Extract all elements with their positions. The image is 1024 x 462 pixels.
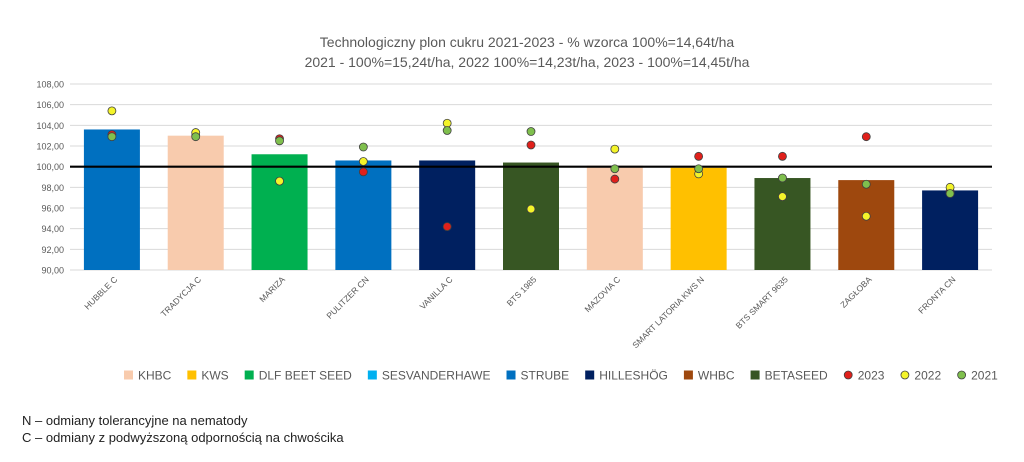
marker-2022 [107, 106, 117, 116]
y-tick-label: 96,00 [41, 204, 64, 214]
bar-smart-latoria-kws-n [670, 167, 727, 270]
marker-2023 [861, 132, 871, 142]
marker-2023 [442, 222, 452, 232]
y-tick-label: 92,00 [41, 245, 64, 255]
bar-bts-1985 [503, 162, 559, 270]
marker-2023 [358, 167, 368, 177]
marker-2022 [610, 144, 620, 154]
marker-2023 [610, 174, 620, 184]
marker-2021 [945, 189, 955, 198]
bar-pulitzer-cn [335, 160, 392, 270]
legend-label: KWS [201, 369, 228, 383]
legend-swatch-kws [187, 370, 197, 380]
legend-marker-2021 [957, 370, 967, 380]
marker-2021 [191, 132, 201, 142]
bar-fronta-cn [922, 190, 979, 270]
legend-label: KHBC [138, 369, 172, 383]
legend-swatch-whbc [683, 370, 693, 380]
y-tick-label: 106,00 [36, 100, 64, 110]
marker-2023 [778, 151, 787, 161]
bar-hubble-c [83, 129, 140, 270]
legend-marker-2023 [843, 370, 853, 380]
legend-label: WHBC [698, 369, 735, 383]
bar-zagłoba [838, 180, 895, 270]
legend-label: 2023 [858, 369, 885, 383]
x-tick-label: BTS SMART 9635 [734, 274, 790, 330]
x-tick-label: ZAGŁOBA [838, 274, 874, 310]
bar-tradycja-c [167, 135, 224, 270]
footnotes: N – odmiany tolerancyjne na nematody C –… [22, 412, 344, 446]
marker-2021 [778, 173, 787, 183]
x-tick-label: TRADYCJA C [159, 274, 203, 318]
marker-2022 [526, 204, 536, 214]
marker-2021 [358, 142, 368, 152]
y-tick-label: 102,00 [36, 142, 64, 152]
x-tick-label: BTS 1985 [505, 274, 539, 308]
marker-2021 [526, 127, 536, 136]
legend-label: SESVANDERHAWE [382, 369, 491, 383]
x-tick-label: VANILLA C [418, 274, 455, 311]
y-tick-label: 98,00 [41, 183, 64, 193]
legend-label: STRUBE [521, 369, 570, 383]
x-tick-label: PULITZER CN [324, 274, 370, 320]
legend-swatch-khbc [124, 370, 133, 380]
marker-2023 [694, 151, 704, 161]
y-tick-label: 108,00 [36, 80, 64, 90]
y-tick-label: 94,00 [41, 224, 64, 234]
marker-2021 [107, 132, 117, 142]
marker-2022 [861, 211, 871, 221]
y-tick-label: 104,00 [36, 121, 64, 131]
legend-swatch-hilleshög [585, 370, 595, 380]
bar-vanilla-c [419, 160, 476, 270]
marker-2022 [778, 192, 787, 202]
legend-swatch-dlf-beet-seed [244, 370, 254, 380]
x-tick-label: HUBBLE C [82, 274, 119, 311]
footnote-c: C – odmiany z podwyższoną odpornością na… [22, 430, 344, 445]
chart: Technologiczny plon cukru 2021-2023 - % … [36, 34, 998, 383]
marker-2021 [861, 179, 871, 189]
chart-subtitle: 2021 - 100%=15,24t/ha, 2022 100%=14,23t/… [305, 54, 750, 70]
legend-swatch-strube [506, 370, 516, 380]
bar-bts-smart-9635 [754, 178, 811, 270]
y-tick-label: 100,00 [36, 162, 64, 172]
legend-label: HILLESHÖG [599, 369, 668, 383]
marker-2021 [694, 164, 704, 174]
legend-label: DLF BEET SEED [259, 369, 352, 383]
legend-label: BETASEED [765, 369, 828, 383]
legend-marker-2022 [900, 370, 910, 380]
marker-2021 [275, 136, 284, 146]
x-tick-label: SMART LATORIA KWS N [630, 274, 706, 350]
bar-mariza [251, 154, 308, 270]
footnote-n: N – odmiany tolerancyjne na nematody [22, 413, 248, 428]
x-tick-label: MARIZA [257, 274, 287, 304]
x-tick-label: FRONTA CN [916, 274, 957, 315]
marker-2022 [358, 157, 368, 166]
marker-2021 [442, 126, 452, 135]
legend-swatch-betaseed [750, 370, 760, 380]
marker-2022 [275, 176, 284, 186]
chart-title: Technologiczny plon cukru 2021-2023 - % … [320, 34, 735, 50]
legend-label: 2021 [971, 369, 998, 383]
x-tick-label: MAZOVIA C [582, 274, 622, 314]
legend-label: 2022 [914, 369, 941, 383]
y-tick-label: 90,00 [41, 266, 64, 276]
marker-2022 [442, 118, 452, 128]
marker-2021 [610, 164, 620, 174]
legend-swatch-sesvanderhawe [367, 370, 377, 380]
marker-2023 [526, 140, 536, 150]
